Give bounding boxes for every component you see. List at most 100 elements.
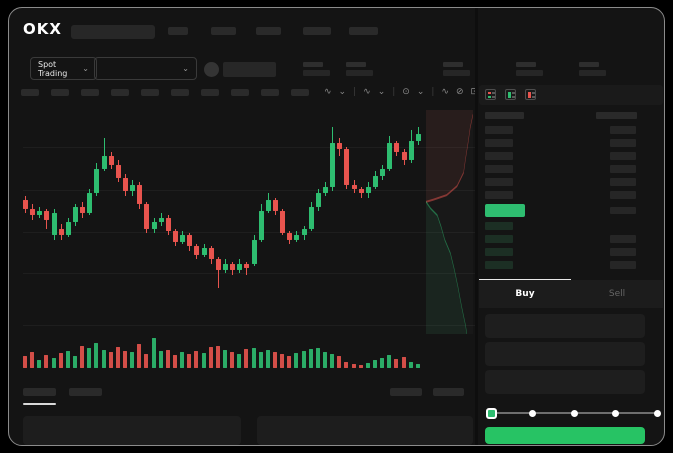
bottom-action-button[interactable]	[433, 388, 464, 396]
candle-body	[151, 222, 157, 229]
order-form-field[interactable]	[485, 314, 645, 338]
slider-stop[interactable]	[529, 409, 536, 417]
last-price-badge[interactable]	[485, 204, 525, 217]
volume-bar	[287, 356, 292, 368]
chart-gridline	[23, 147, 475, 149]
volume-bar	[30, 352, 35, 368]
nav-item-placeholder[interactable]	[168, 27, 188, 35]
bid-price-placeholder[interactable]	[485, 261, 513, 269]
panel-divider	[475, 8, 478, 445]
bid-price-placeholder[interactable]	[485, 222, 513, 230]
timeframe-button[interactable]	[261, 89, 279, 96]
nav-item-placeholder[interactable]	[211, 27, 236, 35]
last-price-amount-placeholder	[610, 207, 636, 214]
candle-body	[280, 211, 286, 233]
candle-body	[330, 142, 336, 187]
volume-bar	[87, 347, 92, 368]
timeframe-button[interactable]	[21, 89, 39, 96]
volume-bar	[258, 351, 263, 368]
timeframe-button[interactable]	[141, 89, 159, 96]
slider-stop[interactable]	[612, 409, 619, 417]
volume-bar	[151, 338, 156, 368]
chevron-down-icon[interactable]: ⌄	[338, 87, 347, 97]
ask-price-placeholder[interactable]	[485, 126, 513, 134]
candle-body	[273, 200, 278, 211]
book-bids-icon[interactable]	[505, 89, 516, 100]
timeframe-button[interactable]	[231, 89, 249, 96]
book-asks-icon[interactable]	[525, 89, 536, 100]
candle-body	[223, 263, 228, 271]
timeframe-button[interactable]	[81, 89, 99, 96]
volume-bar	[108, 351, 113, 368]
slider-handle[interactable]	[485, 407, 497, 419]
market-type-select[interactable]: Spot Trading ⌄	[30, 57, 97, 80]
tab-buy[interactable]: Buy	[515, 289, 535, 299]
chevron-down-icon: ⌄	[182, 63, 189, 73]
chevron-down-icon[interactable]: ⌄	[416, 87, 425, 97]
candle-body	[373, 175, 378, 187]
indicator-icon[interactable]: ⊙	[402, 87, 410, 97]
order-form-field[interactable]	[485, 370, 645, 394]
slider-stop[interactable]	[570, 409, 578, 417]
volume-bar	[301, 351, 306, 368]
volume-bar	[265, 350, 270, 368]
nav-item-placeholder[interactable]	[349, 27, 378, 35]
nav-item-placeholder[interactable]	[303, 27, 331, 35]
volume-bars	[23, 338, 423, 368]
pair-select[interactable]: ⌄	[94, 57, 197, 80]
candlestick-chart[interactable]	[23, 112, 475, 332]
ask-price-placeholder[interactable]	[485, 152, 513, 160]
candle-body	[115, 164, 121, 178]
volume-bar	[23, 356, 27, 368]
chevron-down-icon[interactable]: ⌄	[377, 87, 386, 97]
bid-price-placeholder[interactable]	[485, 235, 513, 243]
app-window: OKX Spot Trading ⌄ ⌄ ∿⌄|∿⌄|⊙⌄|∿⊘⊡⊛⤢ Buy …	[8, 7, 665, 446]
timeframe-button[interactable]	[171, 89, 189, 96]
slider-stop[interactable]	[653, 409, 661, 417]
candle-body	[208, 248, 214, 260]
candle-body	[87, 193, 93, 214]
bottom-tab[interactable]	[23, 388, 56, 396]
candle-body	[394, 142, 400, 152]
book-default-icon[interactable]	[485, 89, 496, 100]
bid-amount-placeholder	[610, 248, 636, 256]
timeframe-button[interactable]	[201, 89, 219, 96]
volume-bar	[173, 354, 177, 368]
timeframe-button[interactable]	[291, 89, 309, 96]
timeframe-button[interactable]	[111, 89, 129, 96]
camera-icon[interactable]: ⊡	[471, 86, 479, 98]
timeframe-button[interactable]	[51, 89, 69, 96]
order-form-field[interactable]	[485, 342, 645, 366]
candle-body	[201, 248, 207, 255]
buy-submit-button[interactable]	[485, 427, 645, 444]
nav-item-placeholder[interactable]	[256, 27, 281, 35]
line-style-icon[interactable]: ∿	[363, 87, 371, 97]
search-input[interactable]	[71, 25, 155, 39]
stat-value-placeholder	[443, 70, 470, 76]
ask-amount-placeholder	[610, 126, 636, 134]
candle-body	[187, 235, 193, 247]
candle-style-icon[interactable]: ∿	[324, 87, 332, 97]
volume-bar	[273, 352, 277, 368]
stat-value-placeholder	[516, 70, 543, 76]
tab-sell[interactable]: Sell	[608, 289, 626, 299]
candle-body	[337, 142, 343, 150]
ask-amount-placeholder	[610, 178, 636, 186]
draw-icon[interactable]: ⊘	[455, 87, 464, 97]
stat-label-placeholder	[579, 62, 599, 67]
volume-bar	[65, 350, 70, 368]
bottom-tab[interactable]	[69, 388, 102, 396]
candle-body	[244, 263, 250, 269]
ask-price-placeholder[interactable]	[485, 178, 513, 186]
bottom-action-button[interactable]	[390, 388, 422, 396]
volume-bar	[80, 346, 85, 368]
ask-amount-placeholder	[610, 139, 636, 147]
ask-price-placeholder[interactable]	[485, 165, 513, 173]
bid-price-placeholder[interactable]	[485, 248, 513, 256]
volume-bar	[208, 347, 213, 368]
ask-price-placeholder[interactable]	[485, 191, 513, 199]
volume-bar	[58, 353, 63, 368]
volume-bar	[365, 362, 370, 368]
ask-price-placeholder[interactable]	[485, 139, 513, 147]
wave-icon[interactable]: ∿	[441, 87, 449, 97]
